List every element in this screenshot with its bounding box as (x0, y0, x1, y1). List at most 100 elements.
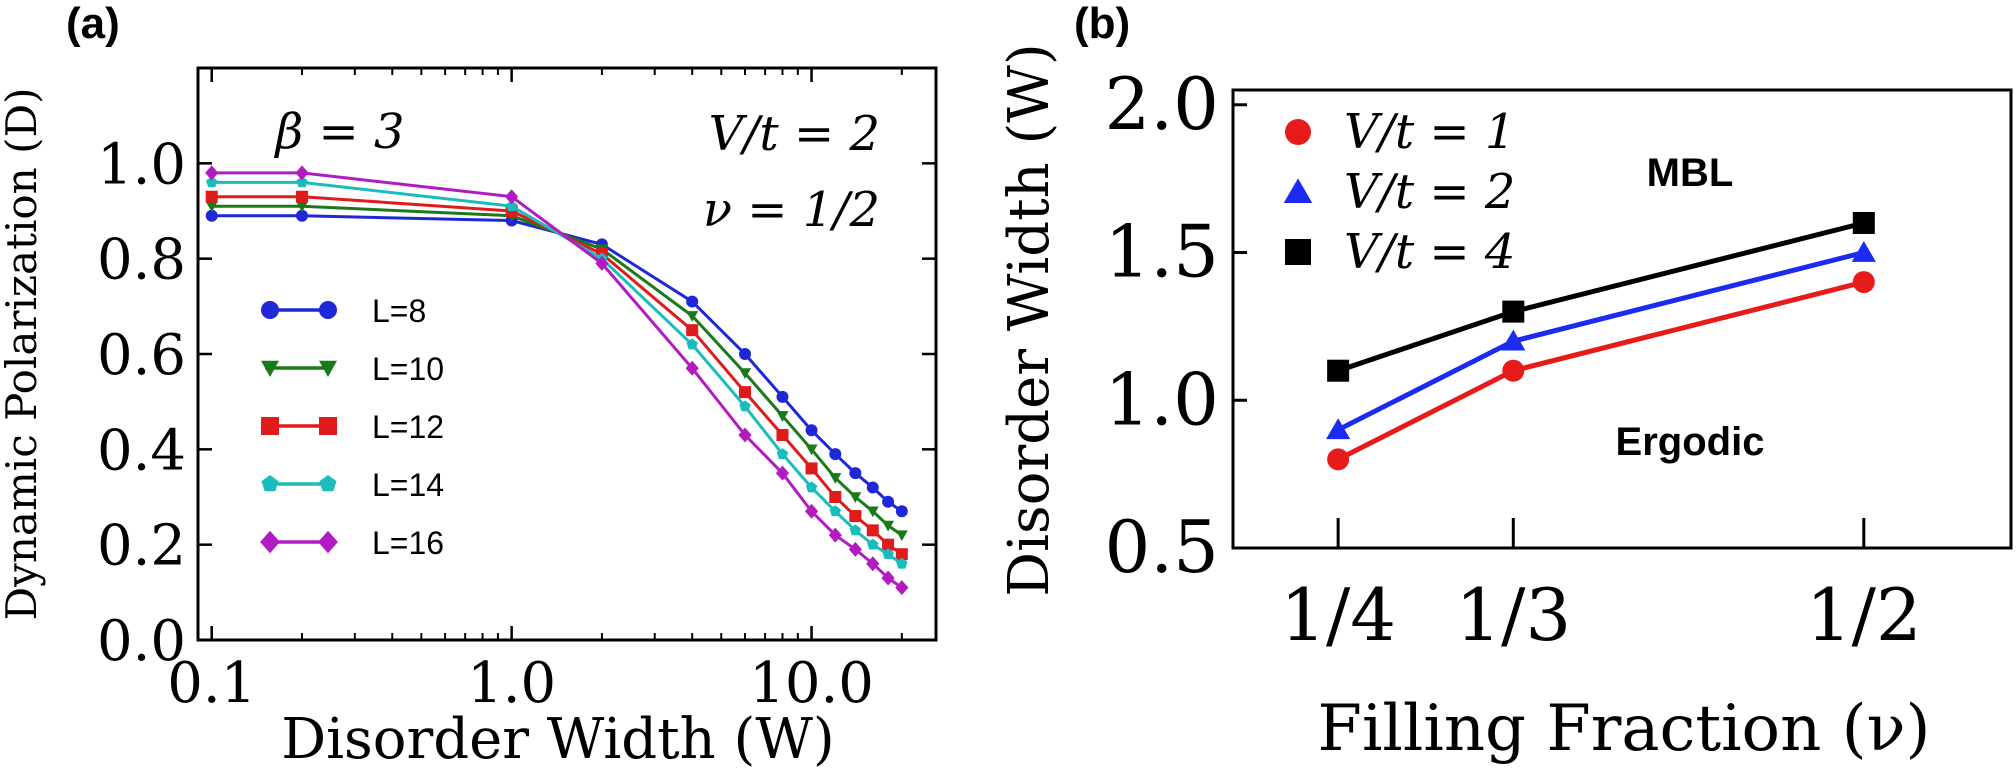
legend-marker (261, 475, 279, 492)
x-tick-label: 1.0 (467, 651, 556, 716)
data-point-L=12 (739, 386, 752, 399)
data-point-L=16 (775, 465, 790, 481)
legend-marker (319, 475, 337, 492)
panel-a-x-ticks: 0.1 1.0 10.0 (167, 68, 903, 716)
data-point-L=16 (881, 570, 895, 586)
data-point-L=10 (829, 473, 842, 484)
data-point-L=10 (895, 530, 908, 542)
legend-marker (261, 301, 279, 319)
y-tick-label: 1.0 (1104, 357, 1219, 441)
data-point-L=8 (829, 448, 842, 461)
y-tick-label: 1.5 (1104, 210, 1219, 294)
data-point-L=16 (295, 165, 309, 181)
data-point-L=14 (882, 548, 894, 560)
data-point-L=8 (866, 481, 879, 494)
data-point-L=16 (866, 556, 880, 572)
data-point-V/t = 4 (1502, 300, 1525, 323)
y-tick-label: 0.6 (97, 323, 186, 388)
data-point-L=10 (739, 368, 752, 380)
annotation-vt: V/t = 2 (709, 106, 880, 162)
panel-a-series (205, 165, 909, 596)
data-point-L=16 (595, 255, 609, 271)
data-point-L=8 (686, 295, 699, 308)
panel-b-label: (b) (1074, 0, 1130, 48)
data-point-L=16 (205, 165, 219, 181)
data-point-L=10 (882, 520, 895, 532)
data-point-L=14 (829, 505, 841, 517)
data-point-L=16 (505, 189, 519, 205)
series-line-L=10 (211, 204, 903, 537)
legend-marker (319, 417, 337, 435)
legend-marker (261, 417, 279, 435)
data-point-L=14 (867, 538, 879, 550)
data-point-L=10 (205, 201, 218, 213)
data-point-L=10 (686, 311, 699, 322)
data-point-L=16 (848, 541, 862, 557)
panel-a-y-ticks: 0.0 0.2 0.4 0.6 0.8 1.0 (97, 132, 936, 674)
data-point-L=16 (828, 527, 842, 543)
data-point-L=12 (849, 510, 862, 523)
panel-b-y-ticks: 0.5 1.0 1.5 2.0 (1104, 62, 1247, 589)
data-point-L=12 (882, 538, 895, 551)
panel-a: (a) 0.1 1.0 10.0 0.00.20.40.60.81.0 β = 3 … (0, 0, 938, 772)
panel-b-y-label: Disorder Width (W) (997, 43, 1062, 597)
panel-b: (b) 1/4 1/3 1/2 0.5 1.0 1.5 2.0 MBL Ergodic V… (997, 0, 2013, 766)
series-line-L=12 (211, 195, 903, 556)
series-line-V/t = 1 (1336, 279, 1865, 462)
data-point-L=16 (804, 503, 819, 519)
annotation-beta: β = 3 (273, 104, 404, 160)
legend-label: L=8 (372, 293, 426, 329)
data-point-V/t = 2 (1851, 240, 1876, 262)
data-point-L=8 (205, 209, 218, 222)
x-tick-label: 0.1 (167, 651, 256, 716)
legend-label: L=12 (372, 409, 444, 445)
y-tick-label: 2.0 (1104, 62, 1219, 146)
y-tick-label: 0.0 (97, 609, 186, 674)
x-tick-label: 1/3 (1455, 573, 1571, 657)
data-point-L=8 (849, 467, 862, 480)
data-point-L=8 (882, 495, 895, 508)
data-point-L=10 (776, 411, 789, 422)
legend-marker (318, 530, 338, 554)
x-tick-label: 10.0 (749, 651, 874, 716)
legend-marker (319, 360, 337, 377)
data-point-L=14 (896, 557, 908, 569)
data-point-L=12 (686, 324, 699, 337)
data-point-L=14 (776, 448, 789, 459)
series-line-L=14 (211, 180, 903, 565)
legend-label: V/t = 2 (1344, 164, 1515, 220)
data-point-L=12 (895, 548, 908, 561)
panel-a-legend: L=8 L=10 L=12 L=14 L=16 (260, 293, 444, 561)
data-point-L=10 (866, 506, 879, 518)
data-point-L=12 (866, 524, 879, 537)
data-point-L=14 (686, 338, 698, 350)
data-point-L=10 (805, 444, 818, 456)
data-point-V/t = 1 (1327, 448, 1350, 471)
data-point-L=12 (829, 491, 842, 503)
data-point-L=12 (296, 190, 309, 203)
legend-marker (1285, 239, 1311, 265)
panel-a-y-label: Dynamic Polarization (D) (0, 87, 46, 620)
data-point-V/t = 2 (1326, 418, 1351, 440)
annotation-ergodic: Ergodic (1616, 420, 1765, 464)
data-point-L=16 (738, 427, 752, 443)
data-point-L=14 (739, 400, 751, 412)
data-point-V/t = 4 (1327, 359, 1350, 382)
data-point-L=16 (685, 360, 699, 376)
annotation-nu: ν = 1/2 (703, 182, 880, 238)
y-tick-label: 1.0 (97, 132, 186, 197)
data-point-L=8 (776, 390, 789, 403)
x-tick-label: 1/4 (1280, 573, 1396, 657)
data-point-V/t = 2 (1501, 329, 1526, 351)
data-point-L=14 (849, 524, 862, 536)
data-point-L=12 (805, 462, 818, 475)
data-point-L=8 (895, 505, 908, 518)
panel-a-label: (a) (66, 0, 120, 48)
series-line-L=8 (211, 214, 903, 513)
legend-marker (261, 360, 279, 377)
legend-marker (1283, 178, 1313, 204)
data-point-V/t = 1 (1502, 359, 1525, 382)
data-point-L=8 (739, 348, 752, 360)
legend-marker (319, 301, 337, 319)
panel-b-series (1326, 211, 1876, 471)
